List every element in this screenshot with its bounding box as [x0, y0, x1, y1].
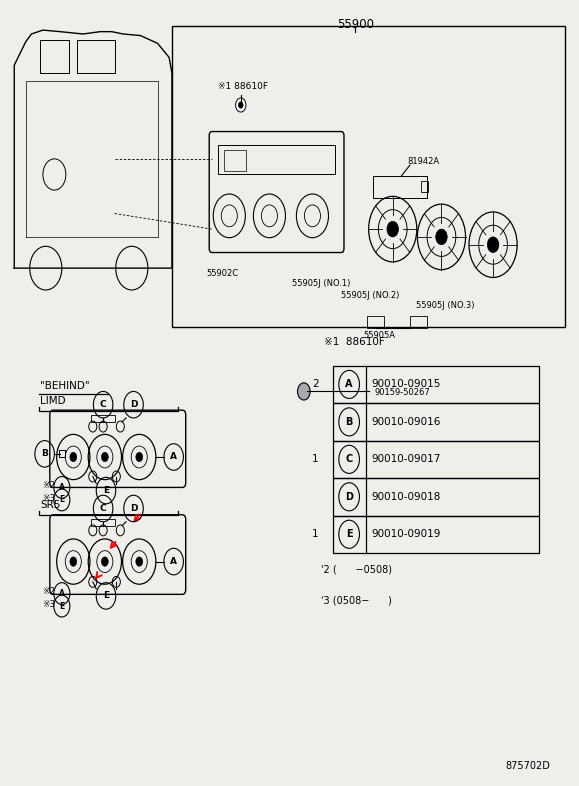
Text: 90159-50267: 90159-50267 — [375, 387, 430, 397]
Bar — [90, 415, 115, 422]
Text: 81942A: 81942A — [407, 157, 439, 167]
Text: B: B — [346, 417, 353, 427]
Bar — [332, 516, 539, 553]
Text: '3 (0508−      ): '3 (0508− ) — [321, 596, 392, 606]
Bar — [223, 149, 247, 171]
Text: 90010-09015: 90010-09015 — [372, 380, 441, 389]
Text: LIMD: LIMD — [40, 396, 65, 406]
Circle shape — [436, 229, 447, 244]
Text: ※2: ※2 — [42, 481, 55, 490]
Circle shape — [101, 452, 108, 461]
Text: D: D — [130, 400, 137, 410]
Text: 875702D: 875702D — [505, 761, 551, 771]
Circle shape — [298, 383, 310, 400]
Text: 90010-09016: 90010-09016 — [372, 417, 441, 427]
Bar — [332, 441, 539, 478]
Circle shape — [116, 246, 148, 290]
Text: C: C — [100, 504, 107, 513]
Circle shape — [101, 557, 108, 566]
Text: E: E — [103, 591, 109, 601]
Text: ※3: ※3 — [42, 600, 55, 609]
Text: ※1  88610F: ※1 88610F — [324, 336, 384, 347]
Text: E: E — [103, 486, 109, 495]
Circle shape — [488, 237, 499, 252]
Bar — [332, 478, 539, 516]
Circle shape — [70, 452, 77, 461]
Bar — [367, 316, 384, 329]
Text: A: A — [170, 557, 177, 566]
Text: 1: 1 — [312, 529, 318, 539]
Text: ※1 88610F: ※1 88610F — [218, 82, 268, 90]
Text: C: C — [100, 400, 107, 410]
Circle shape — [239, 102, 243, 108]
Circle shape — [136, 452, 142, 461]
Text: ※3: ※3 — [42, 494, 55, 503]
Bar — [218, 145, 335, 174]
Text: A: A — [59, 483, 65, 492]
Text: 55905J (NO.3): 55905J (NO.3) — [416, 301, 474, 310]
Circle shape — [70, 557, 77, 566]
Text: A: A — [59, 589, 65, 598]
Text: 2: 2 — [312, 380, 318, 389]
Bar — [90, 519, 115, 526]
Text: 1: 1 — [312, 454, 318, 465]
Text: 55905J (NO.2): 55905J (NO.2) — [341, 291, 400, 299]
Circle shape — [136, 557, 142, 566]
Bar — [332, 403, 539, 441]
Bar — [172, 26, 565, 327]
Text: D: D — [130, 504, 137, 513]
Text: 90010-09019: 90010-09019 — [372, 529, 441, 539]
Circle shape — [387, 222, 398, 237]
Text: E: E — [59, 495, 64, 505]
Text: 55900: 55900 — [337, 18, 374, 31]
Bar — [59, 450, 65, 457]
Text: "BEHIND": "BEHIND" — [40, 381, 90, 391]
Text: SR5: SR5 — [40, 500, 60, 510]
Text: '2 (      −0508): '2 ( −0508) — [321, 564, 392, 575]
Bar — [332, 365, 539, 403]
Text: 55902C: 55902C — [206, 269, 239, 278]
Text: E: E — [346, 529, 353, 539]
Bar — [373, 176, 427, 198]
Text: E: E — [59, 601, 64, 611]
Text: A: A — [346, 380, 353, 389]
Text: C: C — [346, 454, 353, 465]
Text: 55905A: 55905A — [363, 332, 395, 340]
Text: 90010-09018: 90010-09018 — [372, 492, 441, 501]
Bar — [422, 181, 428, 192]
Text: ※2: ※2 — [42, 587, 55, 597]
Circle shape — [30, 246, 62, 290]
Text: 55905J (NO.1): 55905J (NO.1) — [292, 279, 351, 288]
Text: D: D — [345, 492, 353, 501]
Text: A: A — [170, 453, 177, 461]
Circle shape — [236, 98, 246, 112]
Bar — [410, 316, 427, 329]
Text: B: B — [41, 450, 48, 458]
Text: 90010-09017: 90010-09017 — [372, 454, 441, 465]
